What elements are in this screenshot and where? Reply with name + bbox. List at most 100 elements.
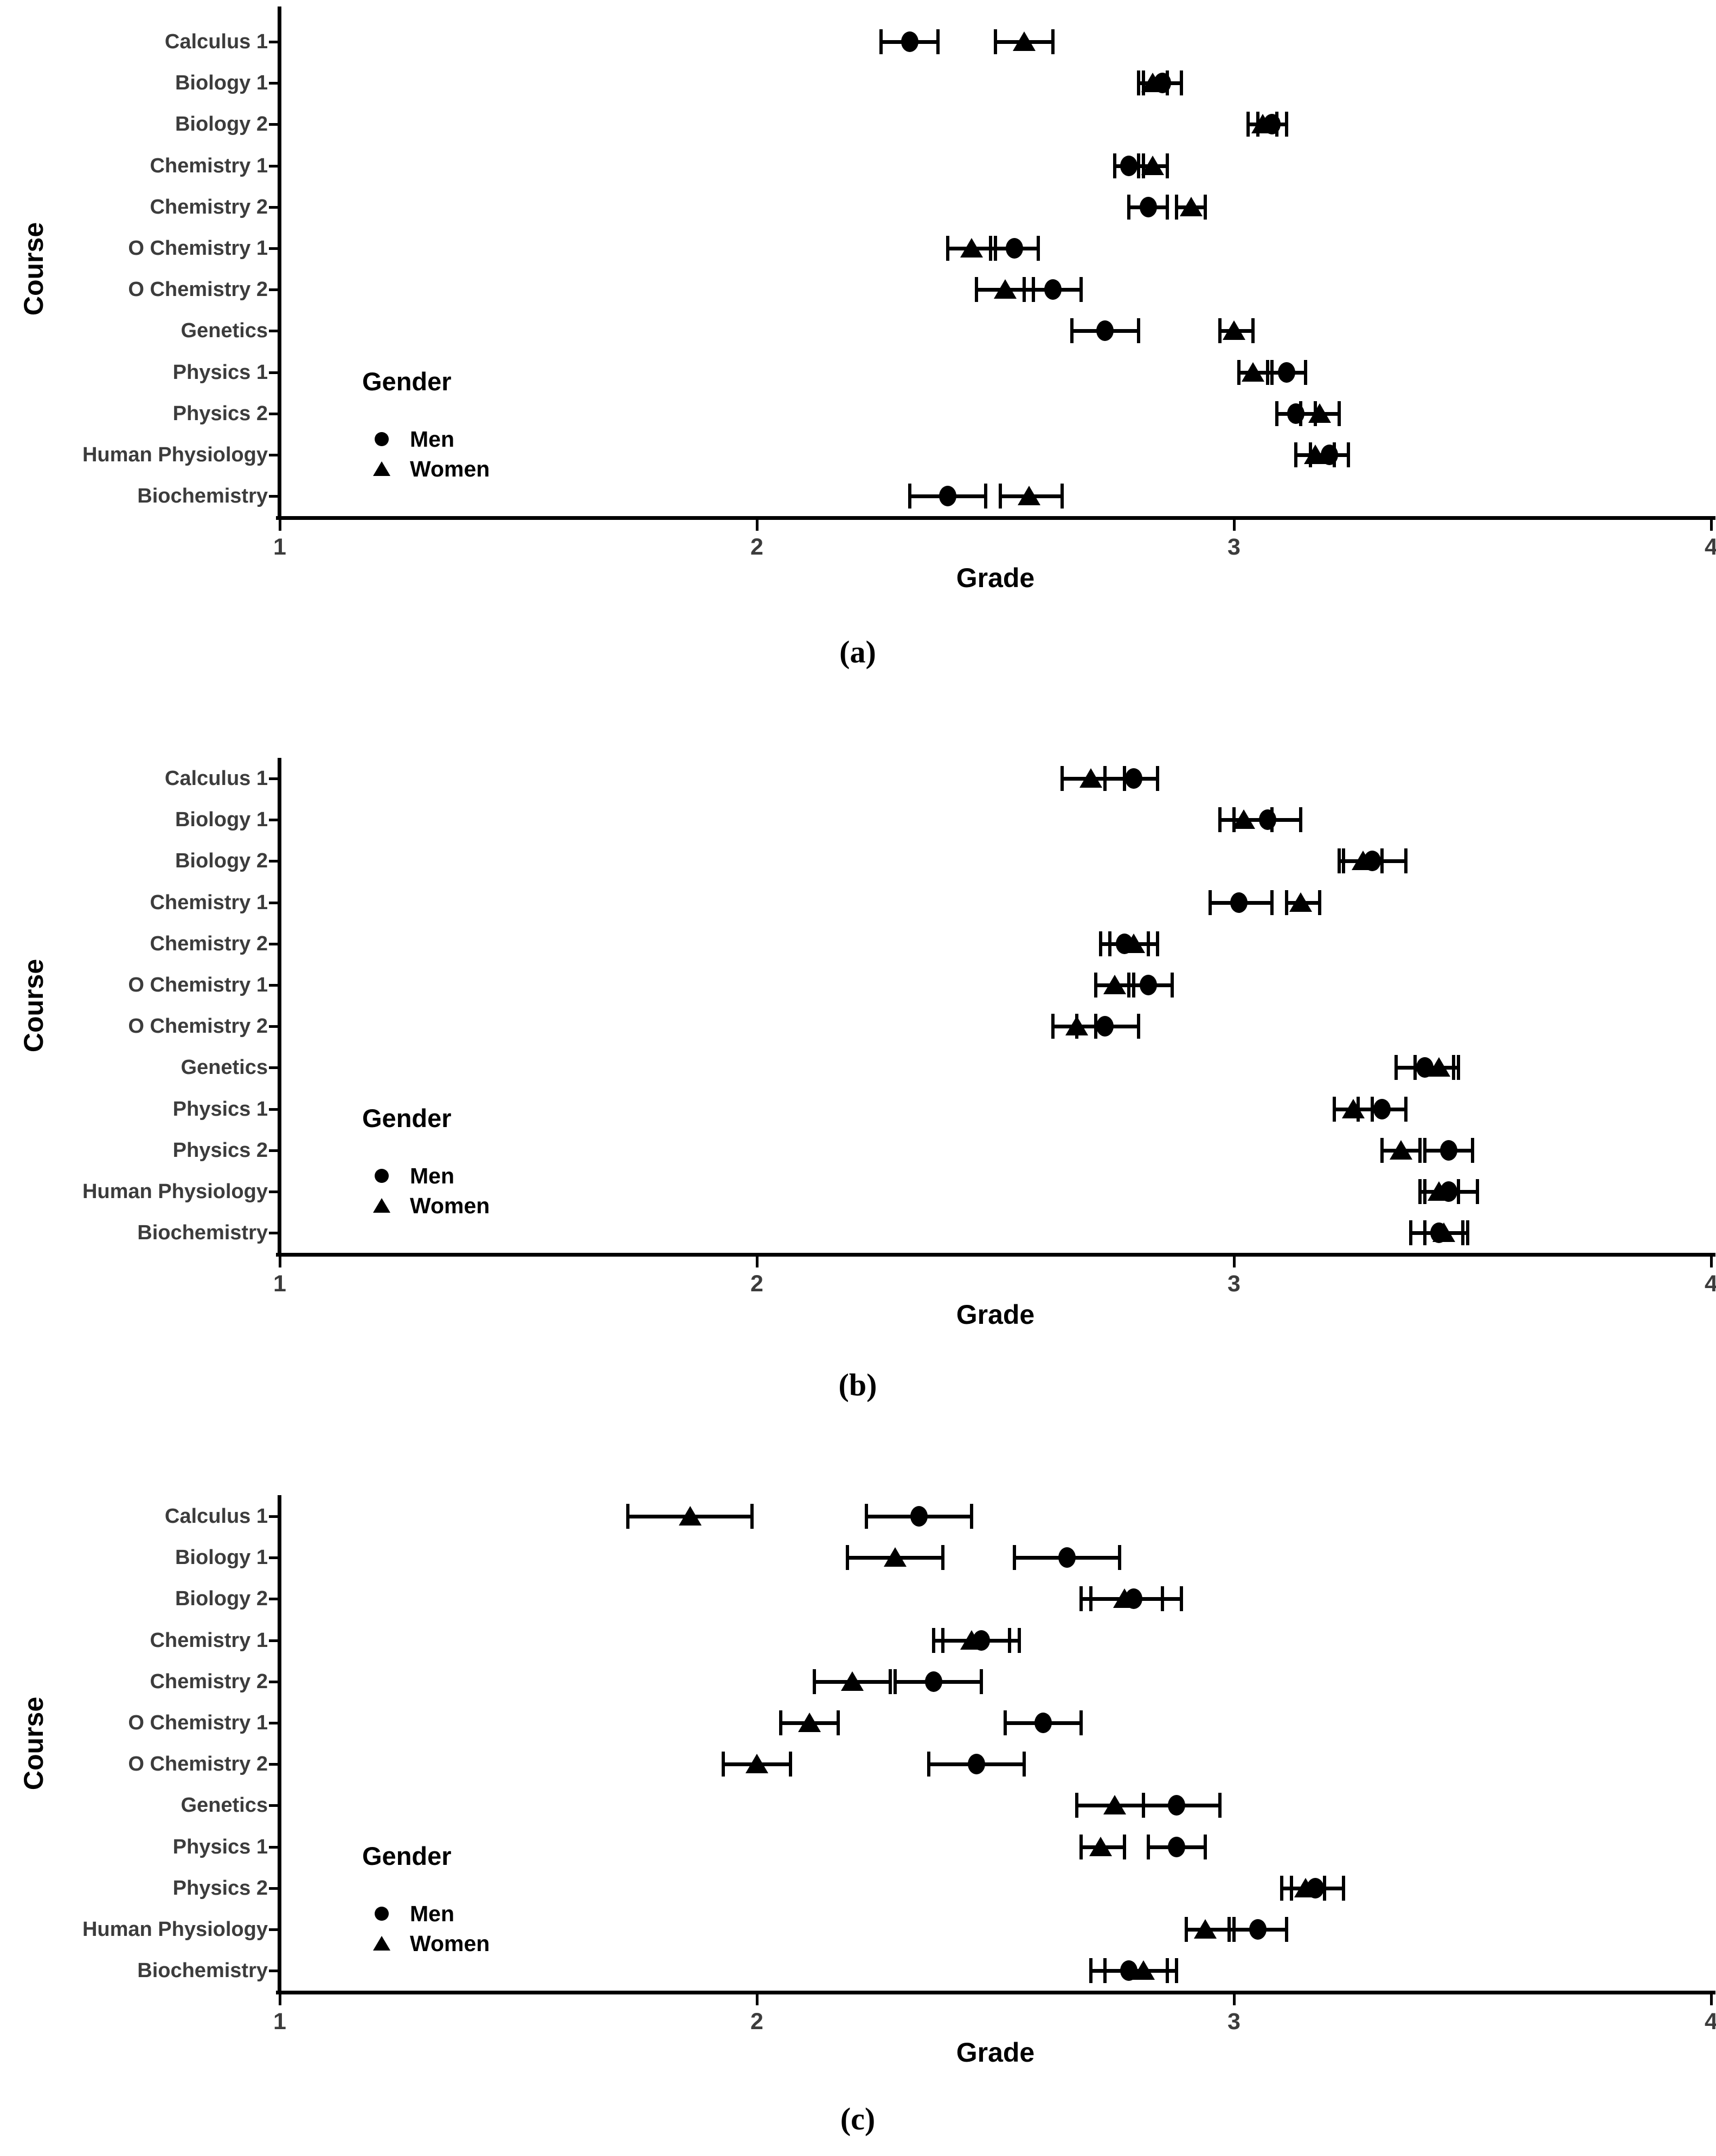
men-error-cap-high <box>1404 1096 1407 1122</box>
women-error-cap-low <box>931 1627 935 1653</box>
women-error-cap-low <box>1075 1793 1078 1818</box>
men-error-cap-high <box>1475 1179 1479 1204</box>
y-tick-mark <box>269 412 280 415</box>
men-error-cap-low <box>1013 1545 1017 1571</box>
course-label: Biology 1 <box>175 72 268 95</box>
men-error-cap-high <box>1170 973 1174 997</box>
y-tick-mark <box>269 1845 280 1849</box>
course-label: O Chemistry 1 <box>128 237 268 260</box>
x-axis-title: Grade <box>956 563 1035 593</box>
women-error-cap-low <box>1413 1055 1417 1080</box>
x-tick-label: 1 <box>273 534 286 560</box>
y-tick-mark <box>269 1722 280 1724</box>
y-tick-mark <box>269 164 280 168</box>
y-tick-mark <box>269 454 280 456</box>
women-error-cap-low <box>1137 70 1140 96</box>
x-tick-label: 3 <box>1227 1271 1241 1297</box>
course-label: Genetics <box>181 1794 268 1817</box>
men-error-cap-high <box>1018 1627 1021 1653</box>
course-label: Physics 1 <box>172 361 268 384</box>
y-tick-mark <box>269 495 280 498</box>
legend-title: Gender <box>362 1104 452 1132</box>
course-label: Chemistry 2 <box>150 1670 268 1693</box>
women-error-cap-high <box>1132 973 1136 997</box>
men-marker <box>1120 155 1138 176</box>
men-marker <box>939 486 956 507</box>
y-tick-mark <box>269 1190 280 1193</box>
women-error-cap-low <box>1218 318 1222 344</box>
panel-letter: (c) <box>840 2101 876 2136</box>
course-label: Biology 2 <box>175 113 268 136</box>
women-marker <box>1232 809 1255 829</box>
men-marker <box>924 1671 942 1692</box>
course-label: Biology 2 <box>175 1587 268 1611</box>
women-error-cap-high <box>1270 359 1274 385</box>
course-label: Physics 1 <box>172 1097 268 1121</box>
men-legend-label: Men <box>410 427 454 452</box>
women-error-cap-low <box>1418 1179 1422 1204</box>
women-error-cap-high <box>1466 1220 1470 1246</box>
y-tick-mark <box>269 1680 280 1683</box>
women-marker <box>993 279 1017 299</box>
x-tick-mark <box>279 520 281 531</box>
men-marker <box>1125 768 1143 789</box>
course-label: Physics 2 <box>172 1876 268 1900</box>
women-marker <box>1428 1057 1451 1077</box>
women-legend-icon <box>373 461 390 476</box>
women-error-cap-low <box>1237 359 1241 385</box>
men-error-cap-high <box>1180 70 1184 96</box>
course-label: Biology 2 <box>175 849 268 873</box>
women-marker <box>1351 851 1374 871</box>
x-tick-label: 2 <box>750 1271 763 1297</box>
men-error-cap-high <box>1270 890 1274 915</box>
men-error-cap-high <box>970 1504 973 1529</box>
women-error-cap-low <box>1094 973 1097 997</box>
women-marker <box>1179 196 1203 216</box>
women-error-cap-low <box>626 1504 630 1529</box>
y-tick-mark <box>269 1804 280 1807</box>
men-error-cap-high <box>936 29 940 54</box>
women-error-cap-low <box>994 29 997 54</box>
course-label: Biology 1 <box>175 808 268 832</box>
y-tick-mark <box>269 1149 280 1152</box>
women-error-cap-high <box>1371 1096 1374 1122</box>
women-marker <box>1194 1919 1217 1939</box>
y-tick-mark <box>269 1066 280 1070</box>
men-error-cap-low <box>894 1669 897 1694</box>
women-error-cap-low <box>1079 1834 1083 1859</box>
y-tick-mark <box>269 1515 280 1518</box>
men-error-cap-high <box>1404 848 1407 874</box>
y-tick-mark <box>269 1025 280 1028</box>
women-marker <box>1113 1588 1136 1608</box>
men-marker <box>1230 892 1248 913</box>
women-error-cap-high <box>1380 848 1384 874</box>
men-error-cap-high <box>1137 318 1140 344</box>
women-marker <box>1079 768 1102 788</box>
women-error-cap-high <box>1165 153 1169 178</box>
course-label: Calculus 1 <box>164 767 268 790</box>
men-error-cap-high <box>1037 236 1040 261</box>
women-error-cap-low <box>1108 931 1112 956</box>
women-error-cap-high <box>1456 1055 1460 1080</box>
women-error-cap-low <box>846 1545 850 1571</box>
women-error-cap-high <box>1032 277 1036 303</box>
men-error-cap-high <box>1204 1834 1207 1859</box>
men-legend-icon <box>375 1169 389 1183</box>
men-error-cap-high <box>1347 442 1351 467</box>
women-error-cap-low <box>1185 1917 1188 1942</box>
men-error-cap-low <box>1275 401 1279 426</box>
men-marker <box>1287 403 1305 424</box>
men-marker <box>1258 809 1276 831</box>
men-error-cap-high <box>1079 277 1083 303</box>
y-tick-mark <box>269 1887 280 1890</box>
x-tick-mark <box>1710 1257 1713 1267</box>
men-legend-label: Men <box>410 1163 454 1188</box>
x-tick-label: 1 <box>273 1271 286 1297</box>
x-tick-mark <box>1233 520 1236 531</box>
y-tick-mark <box>269 1232 280 1235</box>
course-label: O Chemistry 1 <box>128 1711 268 1734</box>
course-label: Genetics <box>181 319 268 343</box>
y-tick-mark <box>269 1108 280 1111</box>
women-error-cap-low <box>1332 1096 1336 1122</box>
